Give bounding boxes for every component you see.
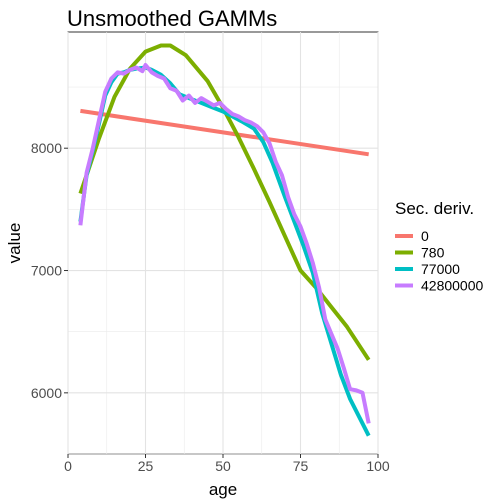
series-line-0 — [80, 108, 369, 157]
y-axis: 6000 7000 8000 — [31, 140, 68, 401]
grid — [67, 32, 379, 455]
x-tick-label: 25 — [138, 458, 154, 474]
y-tick-label: 7000 — [31, 263, 62, 279]
y-tick-label: 6000 — [31, 385, 62, 401]
y-axis-title: value — [5, 223, 24, 264]
legend-label-0: 0 — [421, 228, 429, 244]
legend-title: Sec. deriv. — [395, 199, 474, 218]
x-tick-label: 75 — [293, 458, 309, 474]
plot-title: Unsmoothed GAMMs — [67, 6, 277, 31]
legend-label-42800000: 42800000 — [421, 278, 484, 294]
y-tick-label: 8000 — [31, 140, 62, 156]
legend-label-77000: 77000 — [421, 261, 460, 277]
x-tick-label: 100 — [366, 458, 390, 474]
x-tick-label: 0 — [64, 458, 72, 474]
legend-label-780: 780 — [421, 245, 445, 261]
x-axis: 0 25 50 75 100 — [64, 454, 390, 474]
series-line-42800000 — [78, 63, 371, 424]
x-tick-label: 50 — [215, 458, 231, 474]
series-lines — [78, 43, 371, 437]
x-axis-title: age — [209, 480, 237, 499]
